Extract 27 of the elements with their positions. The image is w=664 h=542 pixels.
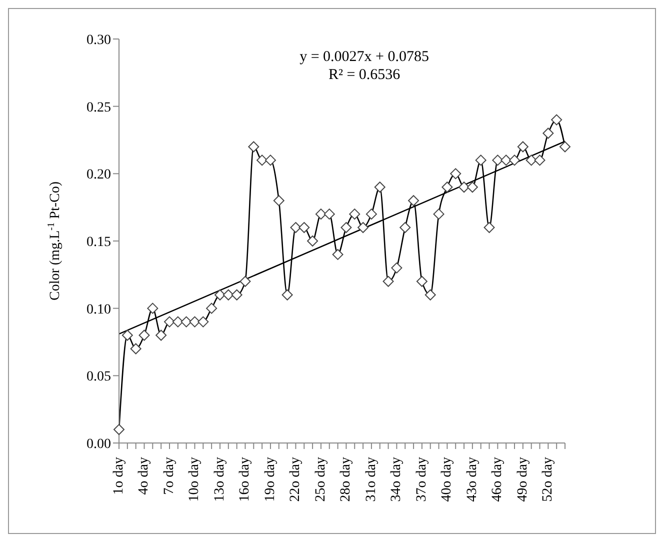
y-tick-label: 0.05: [86, 370, 111, 385]
y-tick-label: 0.00: [86, 436, 111, 452]
x-tick-label: 10o day: [187, 457, 202, 502]
annotation: R² = 0.6536: [328, 67, 401, 83]
x-tick-label: 19o day: [262, 457, 278, 502]
x-tick-label: 46o day: [490, 457, 506, 502]
x-tick-label: 43o day: [464, 457, 480, 502]
y-tick-label: 0.15: [86, 234, 111, 250]
x-tick-label: 4o day: [136, 457, 152, 495]
x-tick-label: 40o day: [440, 457, 455, 502]
x-tick-label: 16o day: [238, 457, 253, 502]
annotation: y = 0.0027x + 0.0785: [300, 49, 430, 65]
x-tick-label: 1o day: [112, 457, 126, 495]
x-tick-label: 37o day: [414, 457, 430, 502]
y-tick-label: 0.10: [86, 302, 111, 318]
y-tick-label: 0.20: [86, 168, 111, 183]
x-tick-label: 28o day: [338, 457, 354, 502]
x-tick-label: 49o day: [515, 457, 530, 502]
y-tick-label: 0.25: [86, 100, 111, 116]
x-tick-label: 25o day: [313, 457, 328, 502]
x-tick-label: 22o day: [288, 457, 304, 502]
x-tick-label: 52o day: [540, 457, 556, 502]
x-tick-label: 34o day: [389, 457, 404, 502]
y-tick-label: 0.30: [86, 32, 111, 48]
x-tick-label: 7o day: [162, 457, 177, 495]
x-tick-label: 13o day: [212, 457, 228, 502]
x-tick-label: 31o day: [364, 457, 379, 502]
